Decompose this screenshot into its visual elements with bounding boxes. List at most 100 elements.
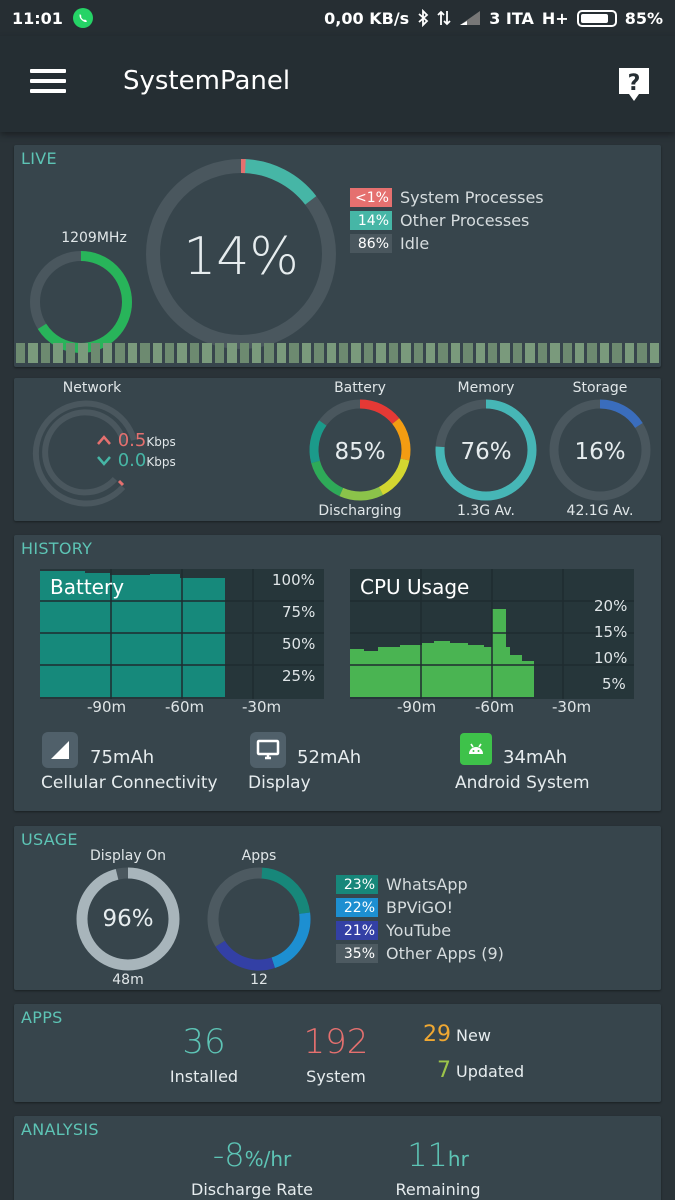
battery-history-plot — [40, 569, 324, 699]
system-count: 192 — [303, 1022, 369, 1062]
core-bar — [239, 343, 250, 363]
battery-segment — [339, 486, 383, 501]
legend-chip: 14% — [350, 211, 392, 230]
legend-label: WhatsApp — [386, 875, 468, 894]
legend-idle: 86% Idle — [350, 232, 544, 255]
storage-available: 42.1G Av. — [566, 503, 634, 519]
core-bar — [450, 343, 461, 363]
menu-button[interactable] — [30, 69, 66, 97]
y-tick: 5% — [602, 675, 626, 693]
core-bar — [438, 343, 448, 363]
legend-chip: 23% — [336, 875, 378, 894]
legend-chip: 35% — [336, 944, 378, 963]
y-tick: 100% — [272, 571, 315, 589]
core-bar — [562, 343, 572, 363]
battery-segment — [311, 460, 344, 497]
remaining-unit: hr — [447, 1147, 469, 1171]
cpu-usage-gauge — [146, 159, 336, 349]
cpu-history-plot — [350, 569, 634, 699]
cpu-chart-title: CPU Usage — [360, 575, 470, 599]
storage-gauge — [549, 399, 651, 501]
battery-segment — [359, 399, 400, 425]
download-arrow-icon — [97, 456, 111, 466]
new-label: New — [456, 1026, 491, 1045]
analysis-card[interactable]: ANALYSIS -8%/hr Discharge Rate 11hr Rema… — [14, 1116, 661, 1200]
core-bar — [338, 343, 349, 363]
x-tick: -90m — [87, 698, 127, 716]
usage-label: USAGE — [21, 830, 78, 849]
x-tick: -90m — [397, 698, 437, 716]
updated-label: Updated — [456, 1062, 525, 1081]
usage-card[interactable]: USAGE Display On 96% 48m Apps 12 23% Wha… — [14, 826, 661, 990]
core-bar — [637, 343, 647, 363]
history-card[interactable]: HISTORY Battery 100% 75% 50% 25% -90m -6… — [14, 535, 661, 811]
discharge-rate-label: Discharge Rate — [191, 1180, 313, 1199]
network-download: 0.0Kbps — [96, 450, 176, 471]
core-bar — [115, 343, 125, 363]
battery-segment — [392, 418, 411, 461]
y-tick: 50% — [282, 635, 316, 653]
installed-label: Installed — [169, 1067, 239, 1086]
help-button[interactable]: ? — [617, 66, 651, 102]
cpu-system-processes-arc — [146, 159, 336, 349]
core-bar — [574, 343, 585, 363]
app-bar: SystemPanel ? — [0, 36, 675, 132]
memory-gauge — [435, 399, 537, 501]
remaining-value: 11 — [407, 1136, 448, 1174]
legend-chip: 21% — [336, 921, 378, 940]
core-bar — [276, 343, 287, 363]
legend-other-apps: 35% Other Apps (9) — [336, 942, 504, 965]
live-label: LIVE — [21, 149, 57, 168]
legend-chip: 22% — [336, 898, 378, 917]
live-card[interactable]: LIVE 1209MHz 14% <1% System Processes 14… — [14, 145, 661, 367]
core-bar — [401, 343, 411, 363]
display-on-label: Display On — [90, 848, 166, 864]
core-bar — [363, 343, 374, 363]
legend-label: System Processes — [400, 188, 544, 207]
system-label: System — [306, 1067, 366, 1086]
core-bar — [289, 343, 299, 363]
remaining-label: Remaining — [395, 1180, 481, 1199]
analysis-label: ANALYSIS — [21, 1120, 99, 1139]
network-upload-unit: Kbps — [146, 435, 176, 449]
core-bar — [488, 343, 498, 363]
core-bar — [252, 343, 262, 363]
battery-icon — [576, 9, 617, 27]
legend-bpvigo: 22% BPViGO! — [336, 896, 504, 919]
core-bar — [177, 343, 187, 363]
x-tick: -60m — [475, 698, 515, 716]
core-bar — [102, 343, 113, 363]
battery-status: Discharging — [318, 503, 402, 519]
cpu-percent: 14% — [183, 227, 299, 287]
core-bar — [413, 343, 423, 363]
battery-history-chart[interactable]: Battery 100% 75% 50% 25% — [40, 569, 324, 699]
network-download-unit: Kbps — [146, 455, 176, 469]
resources-card[interactable]: Network 0.5Kbps 0.0Kbps Battery 85% Disc… — [14, 378, 661, 521]
core-bar — [264, 343, 274, 363]
y-tick: 10% — [594, 649, 628, 667]
android-system-label: Android System — [455, 773, 590, 793]
legend-label: BPViGO! — [386, 898, 454, 917]
core-bar — [351, 343, 361, 363]
legend-youtube: 21% YouTube — [336, 919, 504, 942]
apps-usage-legend: 23% WhatsApp 22% BPViGO! 21% YouTube 35%… — [336, 873, 504, 965]
core-bar — [525, 343, 535, 363]
apps-label: APPS — [21, 1008, 63, 1027]
memory-available: 1.3G Av. — [457, 503, 515, 519]
core-bar — [227, 343, 237, 363]
core-bar — [165, 343, 175, 363]
display-on-gauge — [76, 867, 180, 971]
core-bar — [388, 343, 399, 363]
data-transfer-icon — [437, 10, 451, 26]
memory-value: 76% — [460, 439, 512, 465]
battery-gauge — [309, 399, 411, 501]
memory-label: Memory — [457, 380, 515, 396]
apps-card[interactable]: APPS 36 Installed 192 System 29 New 7 Up… — [14, 1004, 661, 1102]
legend-whatsapp: 23% WhatsApp — [336, 873, 504, 896]
network-gauge — [32, 400, 137, 507]
core-bar — [127, 343, 138, 363]
core-bar — [326, 343, 336, 363]
cpu-history-chart[interactable]: CPU Usage 20% 15% 10% 5% — [350, 569, 634, 699]
menu-icon — [30, 69, 66, 73]
legend-system-processes: <1% System Processes — [350, 186, 544, 209]
